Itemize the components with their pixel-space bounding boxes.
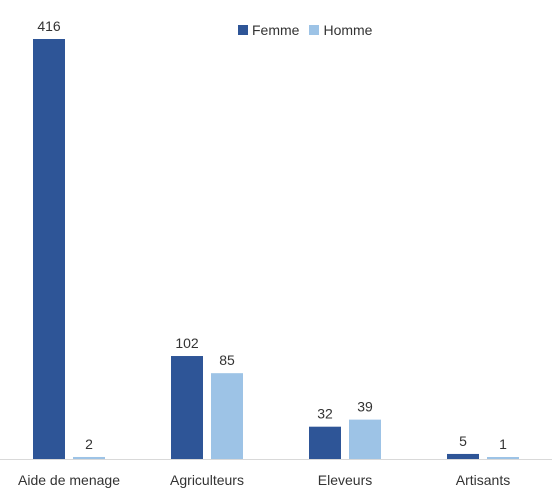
bar-femme-0 <box>33 39 65 459</box>
bar-homme-2 <box>349 419 381 459</box>
legend-item-femme: Femme <box>238 22 299 38</box>
legend-label-homme: Homme <box>323 22 373 38</box>
data-label-homme-3: 1 <box>499 436 507 452</box>
x-tick-label-1: Agriculteurs <box>170 472 244 488</box>
bar-homme-1 <box>211 373 243 459</box>
bar-homme-3 <box>487 457 519 459</box>
data-label-homme-1: 85 <box>219 352 235 368</box>
x-tick-label-3: Artisants <box>456 472 510 488</box>
legend-swatch-homme <box>309 25 320 35</box>
bar-homme-0 <box>73 456 105 459</box>
data-label-femme-2: 32 <box>317 406 333 422</box>
legend-label-femme: Femme <box>252 22 300 38</box>
data-label-femme-3: 5 <box>459 433 467 449</box>
bar-femme-2 <box>309 426 341 459</box>
legend-item-homme: Homme <box>309 22 372 38</box>
bar-femme-3 <box>447 453 479 459</box>
bar-femme-1 <box>171 356 203 459</box>
legend-swatch-femme <box>238 25 248 35</box>
data-label-homme-2: 39 <box>357 399 373 415</box>
chart-legend: Femme Homme <box>238 22 382 38</box>
x-tick-label-2: Eleveurs <box>318 472 372 488</box>
data-label-homme-0: 2 <box>85 436 93 452</box>
x-tick-label-0: Aide de menage <box>18 472 120 488</box>
data-label-femme-1: 102 <box>175 335 199 351</box>
data-label-femme-0: 416 <box>37 18 61 34</box>
